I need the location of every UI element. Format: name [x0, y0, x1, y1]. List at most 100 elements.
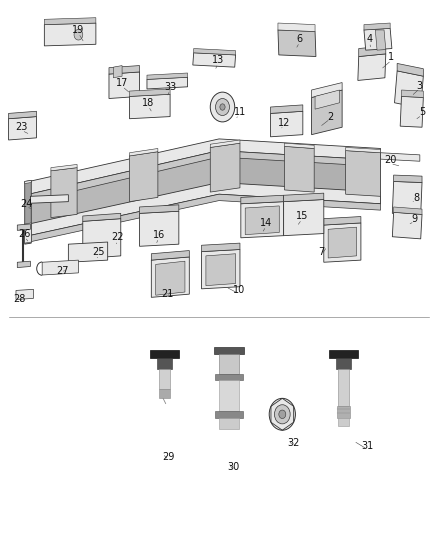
Text: 4: 4: [367, 34, 373, 44]
Polygon shape: [17, 224, 30, 230]
Polygon shape: [159, 389, 170, 398]
Polygon shape: [364, 28, 392, 50]
Text: 28: 28: [13, 294, 25, 304]
Polygon shape: [278, 30, 316, 56]
Polygon shape: [359, 46, 386, 56]
Polygon shape: [29, 151, 219, 236]
Polygon shape: [245, 206, 279, 235]
Polygon shape: [241, 201, 284, 238]
Polygon shape: [30, 195, 68, 203]
Text: 13: 13: [212, 55, 224, 65]
Polygon shape: [381, 153, 420, 161]
Circle shape: [275, 405, 290, 424]
Polygon shape: [241, 195, 284, 204]
Polygon shape: [201, 249, 240, 289]
Polygon shape: [219, 380, 239, 411]
Polygon shape: [44, 23, 96, 46]
Polygon shape: [29, 194, 381, 242]
Polygon shape: [346, 148, 381, 153]
Polygon shape: [284, 199, 324, 236]
Polygon shape: [25, 223, 31, 243]
Text: 20: 20: [384, 155, 396, 165]
Text: 29: 29: [162, 452, 175, 462]
Polygon shape: [375, 30, 386, 50]
Text: 2: 2: [327, 111, 333, 122]
Polygon shape: [215, 374, 244, 380]
Polygon shape: [201, 243, 240, 252]
Polygon shape: [130, 152, 158, 201]
Polygon shape: [130, 94, 170, 119]
Polygon shape: [206, 254, 236, 286]
Polygon shape: [315, 90, 339, 109]
Text: 12: 12: [278, 118, 291, 128]
Text: 7: 7: [318, 247, 325, 256]
Text: 24: 24: [20, 199, 32, 209]
Polygon shape: [210, 140, 240, 148]
Polygon shape: [25, 180, 31, 244]
Polygon shape: [338, 418, 349, 426]
Text: 1: 1: [389, 52, 395, 61]
Polygon shape: [193, 53, 236, 67]
Text: 10: 10: [233, 286, 245, 295]
Text: 32: 32: [287, 438, 300, 448]
Polygon shape: [219, 418, 239, 429]
Polygon shape: [364, 23, 390, 30]
Polygon shape: [17, 261, 30, 268]
Polygon shape: [394, 175, 422, 182]
Polygon shape: [155, 261, 185, 295]
Circle shape: [215, 99, 230, 116]
Polygon shape: [51, 165, 77, 171]
Polygon shape: [9, 111, 36, 119]
Text: 15: 15: [296, 211, 308, 221]
Polygon shape: [402, 90, 424, 98]
Polygon shape: [219, 354, 239, 374]
Text: 11: 11: [234, 107, 246, 117]
Polygon shape: [194, 49, 236, 55]
Text: 17: 17: [116, 78, 128, 88]
Polygon shape: [151, 257, 189, 297]
Polygon shape: [346, 151, 381, 196]
Polygon shape: [109, 72, 140, 99]
Polygon shape: [151, 251, 189, 260]
Polygon shape: [311, 90, 342, 135]
Text: 25: 25: [93, 247, 105, 256]
Polygon shape: [9, 117, 36, 140]
Polygon shape: [285, 147, 314, 192]
Polygon shape: [16, 289, 33, 300]
Polygon shape: [324, 223, 361, 262]
Polygon shape: [44, 18, 96, 25]
Polygon shape: [157, 358, 172, 368]
Polygon shape: [51, 167, 77, 217]
Text: 18: 18: [142, 98, 154, 108]
Polygon shape: [219, 151, 381, 204]
Circle shape: [279, 410, 286, 418]
Polygon shape: [68, 242, 108, 262]
Polygon shape: [215, 411, 244, 418]
Polygon shape: [150, 351, 179, 358]
Polygon shape: [392, 181, 422, 214]
Text: 3: 3: [417, 81, 423, 91]
Polygon shape: [285, 143, 314, 149]
Polygon shape: [140, 205, 179, 213]
Polygon shape: [29, 139, 381, 194]
Polygon shape: [140, 211, 179, 246]
Polygon shape: [83, 213, 121, 221]
Polygon shape: [329, 351, 358, 358]
Text: 14: 14: [260, 218, 272, 228]
Text: 30: 30: [227, 463, 239, 472]
Polygon shape: [278, 23, 315, 31]
Polygon shape: [42, 260, 78, 275]
Polygon shape: [271, 111, 303, 137]
Polygon shape: [358, 54, 386, 80]
Text: 5: 5: [419, 107, 425, 117]
Circle shape: [269, 398, 295, 430]
Text: 27: 27: [57, 266, 69, 276]
Polygon shape: [29, 151, 381, 201]
Polygon shape: [324, 216, 361, 225]
Polygon shape: [394, 207, 422, 214]
Text: 19: 19: [72, 25, 85, 35]
Polygon shape: [109, 66, 140, 74]
Text: 8: 8: [413, 193, 420, 204]
Polygon shape: [336, 358, 351, 368]
Polygon shape: [397, 63, 424, 76]
